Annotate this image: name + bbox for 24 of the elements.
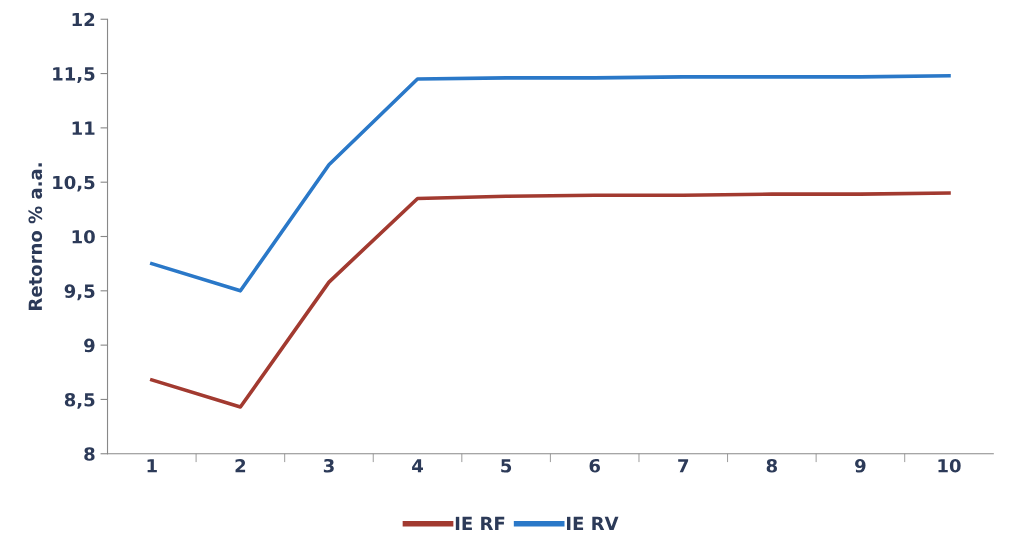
line-series xyxy=(150,73,951,293)
line-series xyxy=(150,191,951,409)
y-tick-label: 12 xyxy=(72,12,95,27)
y-tick-label: 11,5 xyxy=(53,67,95,83)
y-tick-label: 10,5 xyxy=(53,175,95,192)
x-tick-label: 4 xyxy=(412,459,423,473)
legend-label: IE RV xyxy=(567,516,619,530)
x-tick-label: 5 xyxy=(501,459,512,473)
y-axis-title: Retorno % a.a. xyxy=(28,163,43,310)
legend-label: IE RF xyxy=(455,516,505,530)
y-tick-label: 11 xyxy=(72,121,95,135)
x-tick-label: 2 xyxy=(235,458,246,473)
x-tick-label: 9 xyxy=(855,458,866,473)
x-tick-label: 1 xyxy=(147,459,157,473)
x-tick-label: 3 xyxy=(323,458,334,473)
x-tick-label: 6 xyxy=(589,458,600,473)
y-tick-label: 8 xyxy=(84,447,95,461)
x-tick-label: 8 xyxy=(766,458,777,473)
y-tick-label: 8,5 xyxy=(64,392,95,409)
y-tick-label: 10 xyxy=(72,229,95,244)
x-tick-label: 7 xyxy=(678,459,689,473)
y-tick-label: 9,5 xyxy=(64,284,95,301)
y-tick-label: 9 xyxy=(84,338,95,353)
x-tick-label: 10 xyxy=(938,458,961,473)
